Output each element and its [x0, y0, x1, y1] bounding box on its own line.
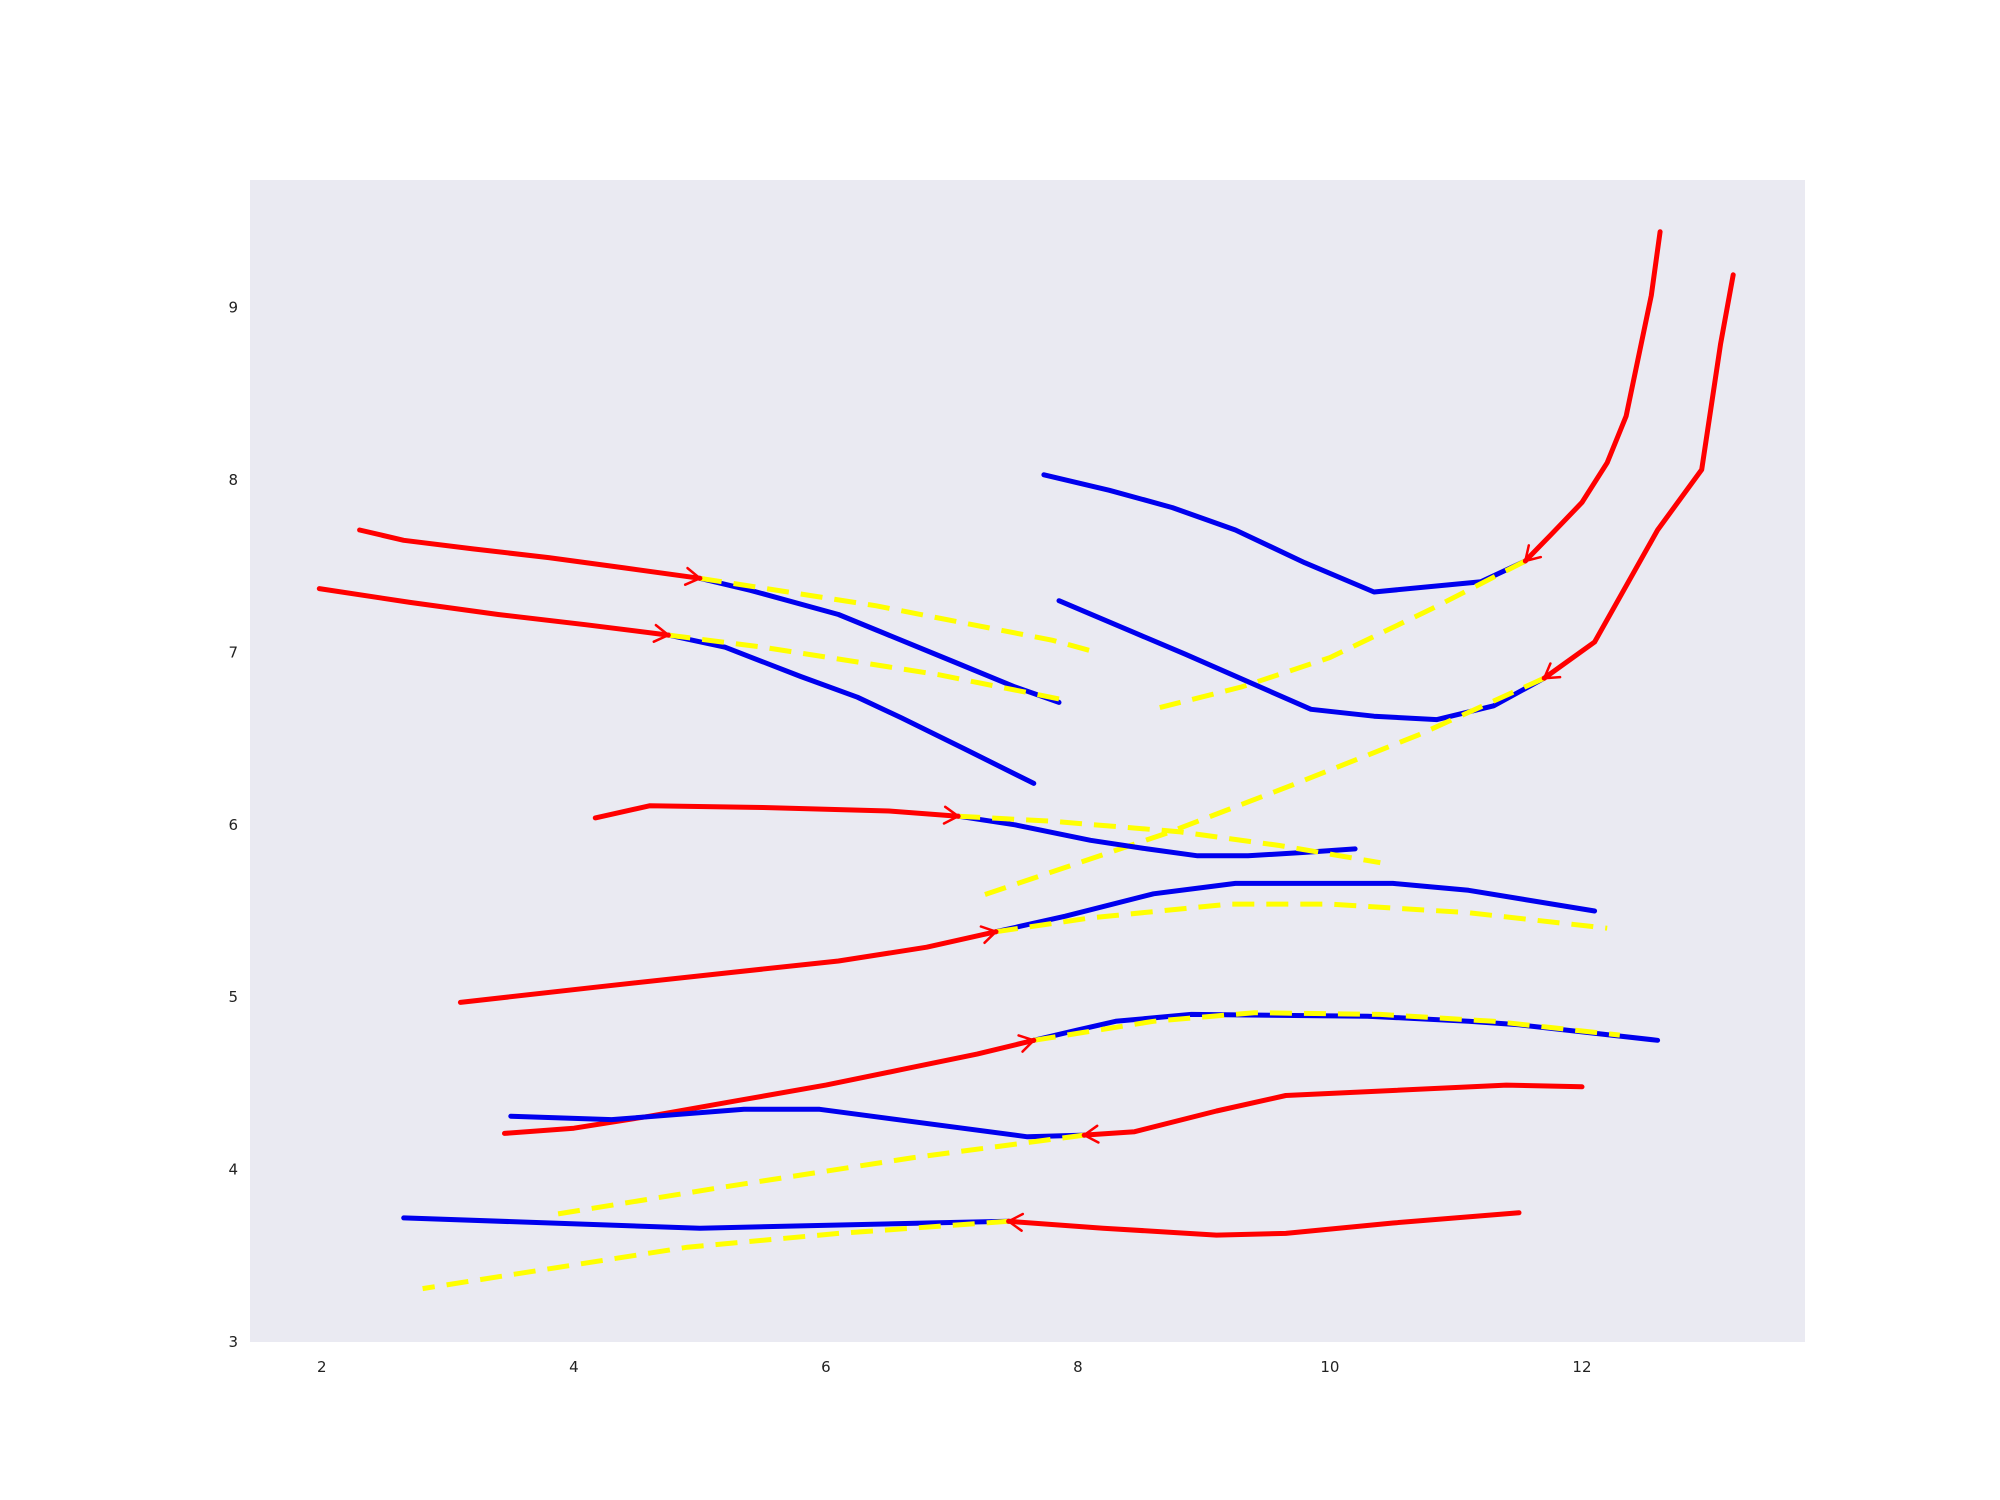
- x-tick-label: 4: [569, 1358, 579, 1376]
- trajectory-group: [316, 586, 1060, 786]
- y-tick-label: 8: [228, 471, 238, 489]
- y-tick-label: 5: [228, 988, 238, 1006]
- reference-dashed-line: [995, 901, 1608, 935]
- arrowhead-icon: [1542, 662, 1562, 680]
- predicted-line: [993, 880, 1598, 935]
- x-tick-label: 12: [1572, 1358, 1591, 1376]
- observed-line: [1541, 272, 1736, 681]
- x-tick-label: 10: [1320, 1358, 1339, 1376]
- y-tick-label: 3: [228, 1333, 238, 1351]
- arrowhead-icon: [1006, 1212, 1025, 1232]
- predicted-line: [508, 1106, 1087, 1140]
- reference-dashed-line: [1033, 1010, 1621, 1043]
- trajectory-group: [976, 272, 1736, 900]
- predicted-line: [665, 632, 1037, 786]
- observed-line: [1522, 229, 1663, 564]
- reference-dashed-line: [958, 813, 1381, 866]
- reference-dashed-line: [699, 575, 1092, 654]
- x-tick-label: 2: [317, 1358, 327, 1376]
- trajectory-group: [502, 1010, 1661, 1136]
- predicted-line: [1041, 472, 1528, 595]
- observed-line: [1006, 1210, 1522, 1238]
- reference-dashed-line: [668, 632, 1060, 702]
- tick-layer: 2 4 6 8 10 12 3 4 5 6 7 8 9: [228, 299, 1591, 1376]
- y-tick-label: 7: [228, 643, 238, 661]
- trajectory-group: [508, 1082, 1585, 1217]
- predicted-line: [1056, 598, 1547, 723]
- observed-line: [1081, 1082, 1585, 1138]
- trajectory-group: [357, 527, 1092, 705]
- arrowhead-icon: [652, 623, 671, 643]
- trajectory-group: [457, 880, 1608, 1005]
- arrowhead-icon: [683, 566, 703, 586]
- plot-area-background: [250, 180, 1805, 1342]
- reference-dashed-line: [1159, 558, 1527, 711]
- arrowhead-icon: [942, 805, 961, 825]
- reference-dashed-line: [554, 1132, 1085, 1217]
- predicted-line: [955, 813, 1358, 859]
- x-tick-label: 8: [1073, 1358, 1083, 1376]
- observed-line: [502, 1037, 1037, 1136]
- predicted-line: [697, 575, 1062, 705]
- reference-dashed-line: [976, 675, 1546, 900]
- x-tick-label: 6: [821, 1358, 831, 1376]
- y-tick-label: 9: [228, 299, 238, 317]
- observed-line: [457, 929, 999, 1005]
- arrowhead-icon: [1523, 544, 1543, 563]
- trajectory-group: [401, 1210, 1522, 1292]
- observed-line: [592, 803, 961, 821]
- observed-line: [357, 527, 703, 581]
- trajectory-group: [592, 803, 1381, 866]
- y-tick-label: 6: [228, 816, 238, 834]
- trajectory-group: [1041, 229, 1663, 711]
- y-tick-label: 4: [228, 1161, 238, 1179]
- observed-line: [316, 586, 671, 638]
- arrowhead-icon: [1081, 1124, 1100, 1144]
- reference-dashed-line: [422, 1218, 1009, 1292]
- arrowhead-icon: [1017, 1034, 1037, 1053]
- arrowhead-icon: [979, 925, 999, 945]
- series-layer: [316, 229, 1736, 1292]
